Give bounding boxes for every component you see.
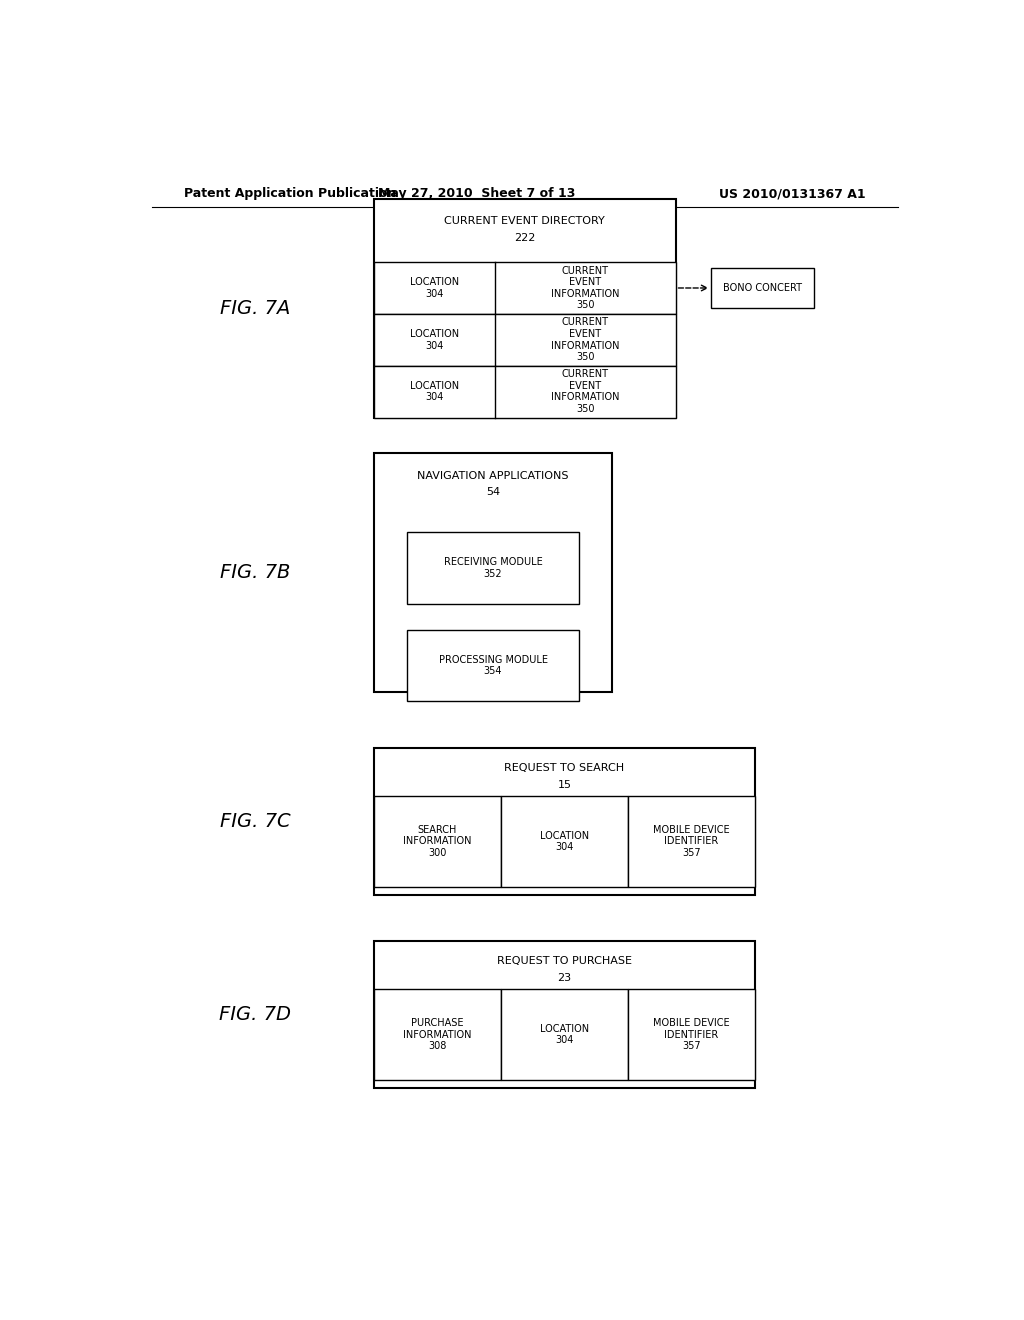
Text: Patent Application Publication: Patent Application Publication: [183, 187, 396, 201]
FancyBboxPatch shape: [374, 199, 676, 417]
Text: FIG. 7D: FIG. 7D: [219, 1006, 291, 1024]
Text: FIG. 7A: FIG. 7A: [220, 298, 290, 318]
FancyBboxPatch shape: [374, 989, 501, 1080]
FancyBboxPatch shape: [374, 748, 755, 895]
Text: CURRENT
EVENT
INFORMATION
350: CURRENT EVENT INFORMATION 350: [551, 265, 620, 310]
Text: LOCATION
304: LOCATION 304: [540, 830, 589, 853]
Text: SEARCH
INFORMATION
300: SEARCH INFORMATION 300: [403, 825, 472, 858]
FancyBboxPatch shape: [712, 268, 814, 309]
Text: 222: 222: [514, 232, 536, 243]
FancyBboxPatch shape: [374, 796, 501, 887]
Text: 23: 23: [557, 973, 571, 982]
Text: FIG. 7B: FIG. 7B: [220, 564, 290, 582]
FancyBboxPatch shape: [374, 366, 676, 417]
Text: May 27, 2010  Sheet 7 of 13: May 27, 2010 Sheet 7 of 13: [379, 187, 575, 201]
FancyBboxPatch shape: [501, 796, 628, 887]
FancyBboxPatch shape: [628, 989, 755, 1080]
Text: CURRENT
EVENT
INFORMATION
350: CURRENT EVENT INFORMATION 350: [551, 370, 620, 414]
Text: LOCATION
304: LOCATION 304: [410, 277, 459, 298]
FancyBboxPatch shape: [374, 941, 755, 1089]
Text: 15: 15: [557, 780, 571, 789]
FancyBboxPatch shape: [628, 796, 755, 887]
Text: REQUEST TO PURCHASE: REQUEST TO PURCHASE: [497, 957, 632, 966]
Text: LOCATION
304: LOCATION 304: [410, 329, 459, 351]
FancyBboxPatch shape: [374, 263, 676, 314]
Text: CURRENT
EVENT
INFORMATION
350: CURRENT EVENT INFORMATION 350: [551, 317, 620, 362]
Text: PROCESSING MODULE
354: PROCESSING MODULE 354: [438, 655, 548, 676]
Text: LOCATION
304: LOCATION 304: [410, 381, 459, 403]
Text: FIG. 7C: FIG. 7C: [220, 812, 290, 832]
FancyBboxPatch shape: [501, 989, 628, 1080]
FancyBboxPatch shape: [408, 630, 579, 701]
Text: REQUEST TO SEARCH: REQUEST TO SEARCH: [505, 763, 625, 774]
Text: NAVIGATION APPLICATIONS: NAVIGATION APPLICATIONS: [418, 470, 568, 480]
Text: RECEIVING MODULE
352: RECEIVING MODULE 352: [443, 557, 543, 579]
Text: LOCATION
304: LOCATION 304: [540, 1024, 589, 1045]
FancyBboxPatch shape: [374, 314, 676, 366]
FancyBboxPatch shape: [408, 532, 579, 605]
Text: BONO CONCERT: BONO CONCERT: [723, 282, 803, 293]
Text: 54: 54: [486, 487, 500, 496]
Text: PURCHASE
INFORMATION
308: PURCHASE INFORMATION 308: [403, 1018, 472, 1051]
Text: MOBILE DEVICE
IDENTIFIER
357: MOBILE DEVICE IDENTIFIER 357: [653, 1018, 730, 1051]
Text: US 2010/0131367 A1: US 2010/0131367 A1: [720, 187, 866, 201]
Text: CURRENT EVENT DIRECTORY: CURRENT EVENT DIRECTORY: [444, 216, 605, 227]
FancyBboxPatch shape: [374, 453, 612, 692]
Text: MOBILE DEVICE
IDENTIFIER
357: MOBILE DEVICE IDENTIFIER 357: [653, 825, 730, 858]
